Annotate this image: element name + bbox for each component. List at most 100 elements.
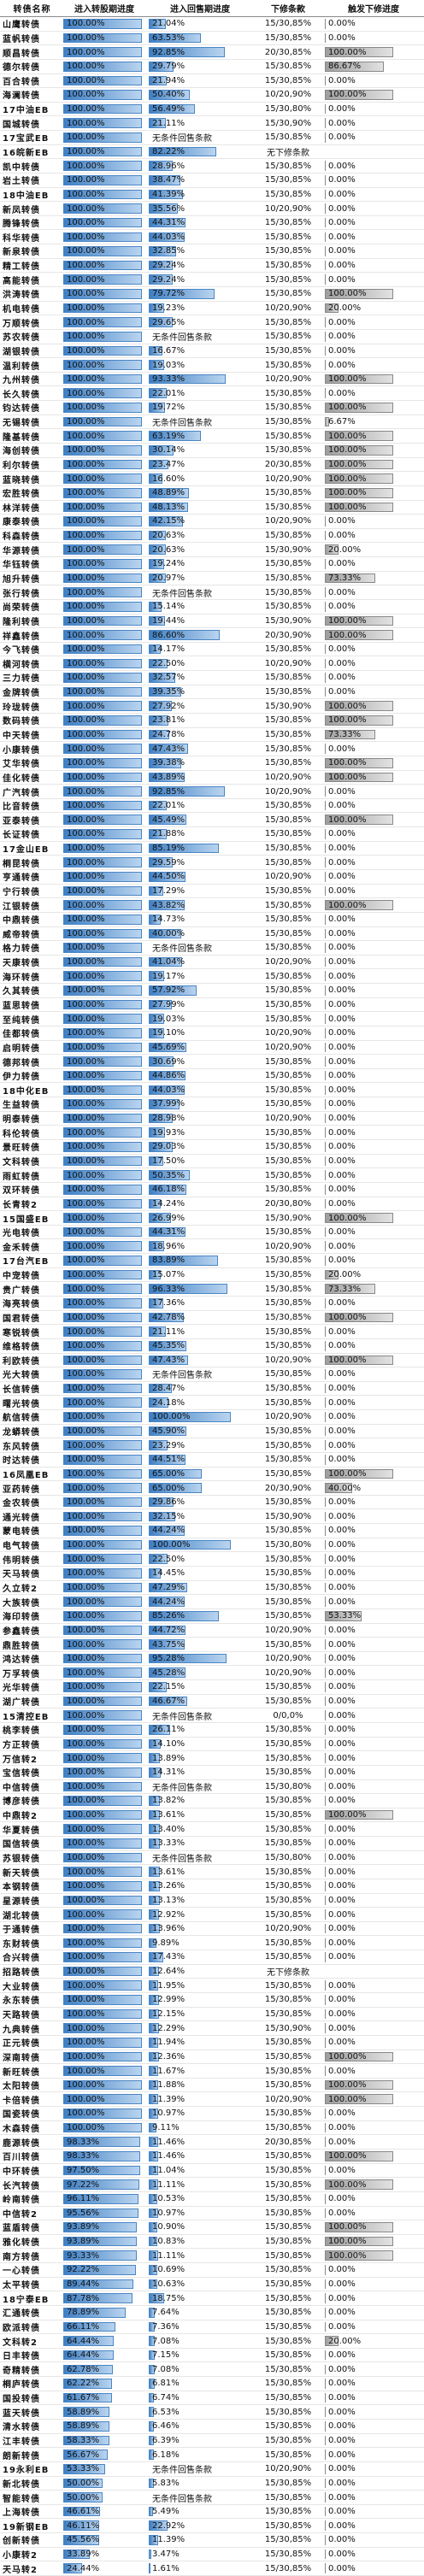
table-cell: 100.00% xyxy=(62,572,147,585)
cell-text: 29.03% xyxy=(152,1142,186,1152)
cell-text: 0.00% xyxy=(328,19,356,29)
cell-text: 24.18% xyxy=(152,1397,186,1408)
progress-bar xyxy=(149,487,189,498)
table-cell: 100.00% xyxy=(323,898,424,912)
table-cell: 15/30,85% xyxy=(253,2121,323,2135)
cell-text: 100.00% xyxy=(328,1312,367,1322)
cell-text: 100.00% xyxy=(67,62,105,72)
progress-bar xyxy=(63,1383,142,1394)
table-cell: 横河转债 xyxy=(0,657,62,671)
table-cell: 15/30,85% xyxy=(253,898,323,912)
table-cell: 64.44% xyxy=(62,2349,147,2362)
cell-text: 100.00% xyxy=(328,289,367,299)
table-row: 国城转债 100.00% 21.11% 15/30,90% 0.00% xyxy=(0,116,424,132)
table-cell: 32.85% xyxy=(147,244,253,258)
cell-text: 0.00% xyxy=(328,1697,356,1707)
cell-text: 参鑫转债 xyxy=(3,1626,40,1637)
cell-text: 鼎胜转债 xyxy=(3,1641,40,1651)
table-cell: 100.00% xyxy=(62,600,147,614)
table-cell: 11.11% xyxy=(147,2178,253,2191)
table-cell: 100.00% xyxy=(62,358,147,372)
progress-bar xyxy=(63,2506,100,2517)
progress-bar xyxy=(325,715,393,726)
table-cell: 17中油EB xyxy=(0,103,62,116)
table-cell: 日丰转债 xyxy=(0,2349,62,2362)
progress-bar xyxy=(149,2321,156,2332)
cell-text: 太阳转债 xyxy=(3,2082,40,2092)
progress-bar xyxy=(149,174,180,185)
cell-text: 15/30,85% xyxy=(264,1796,312,1806)
cell-text: 15/30,85% xyxy=(264,2208,312,2218)
table-cell: 100.00% xyxy=(62,2092,147,2106)
table-cell: 100.00% xyxy=(323,501,424,515)
cell-text: 43.89% xyxy=(152,772,186,782)
progress-bar xyxy=(149,1326,167,1337)
cell-text: 19.24% xyxy=(152,559,186,569)
table-cell: 22.92% xyxy=(147,2519,253,2532)
progress-bar xyxy=(63,1213,142,1223)
table-row: 18中油EB 100.00% 41.39% 15/30,85% 0.00% xyxy=(0,188,424,203)
table-cell: 至纯转债 xyxy=(0,1012,62,1026)
table-cell: 0.00% xyxy=(323,2207,424,2220)
progress-bar xyxy=(63,772,142,783)
progress-bar xyxy=(63,2222,138,2232)
cell-text: 16皖新EB xyxy=(3,149,50,158)
cell-text: 12.64% xyxy=(152,1967,186,1977)
table-cell: 22.15% xyxy=(147,1680,253,1694)
table-cell: 97.50% xyxy=(62,2164,147,2178)
cell-text: 15/30,85% xyxy=(264,1142,312,1152)
cell-text: 100.00% xyxy=(67,1838,105,1849)
cell-text: 0.00% xyxy=(328,1497,356,1508)
table-cell: 45.35% xyxy=(147,1339,253,1353)
table-cell: 博彦转债 xyxy=(0,1794,62,1808)
cell-text: 正元转债 xyxy=(3,2039,40,2050)
progress-bar xyxy=(149,2008,159,2020)
table-cell: 0.00% xyxy=(323,116,424,130)
table-cell: 100.00% xyxy=(62,1268,147,1282)
progress-bar xyxy=(149,744,188,754)
progress-bar xyxy=(63,416,142,427)
table-cell: 15/30,85% xyxy=(253,2391,323,2405)
cell-text: 100.00% xyxy=(328,431,367,441)
cell-text: 15/30,85% xyxy=(264,1697,312,1707)
table-cell: 11.94% xyxy=(147,2036,253,2050)
table-cell: 100.00% xyxy=(62,458,147,472)
progress-bar xyxy=(63,47,142,57)
table-cell: 九州转债 xyxy=(0,373,62,386)
cell-text: 15/30,85% xyxy=(264,1767,312,1778)
table-cell: 100.00% xyxy=(62,813,147,826)
table-cell: 100.00% xyxy=(323,373,424,386)
table-row: 合兴转债 100.00% 17.43% 15/30,85% 0.00% xyxy=(0,1950,424,1965)
progress-bar xyxy=(149,2506,154,2517)
cell-text: 0.00% xyxy=(328,1568,356,1579)
cell-text: 利尔转债 xyxy=(3,461,40,471)
cell-text: 0.00% xyxy=(328,2364,356,2374)
cell-text: 64.44% xyxy=(67,2350,100,2361)
table-cell: 0.00% xyxy=(323,1510,424,1524)
table-cell: 15/30,85% xyxy=(253,2491,323,2504)
progress-bar xyxy=(325,1014,326,1024)
cell-text: 98.33% xyxy=(67,2137,100,2147)
table-cell: 亨通转债 xyxy=(0,870,62,884)
table-cell: 15/30,85% xyxy=(253,1168,323,1182)
cell-text: 100.00% xyxy=(67,587,105,597)
cell-text: 41.39% xyxy=(152,189,186,199)
progress-bar xyxy=(325,203,326,214)
cell-text: 时达转债 xyxy=(3,1456,40,1467)
table-cell: 100.00% xyxy=(62,501,147,515)
cell-text: 15/30,85% xyxy=(264,2336,312,2346)
progress-bar xyxy=(325,2307,326,2318)
progress-bar xyxy=(325,928,326,939)
cell-text: 科华转债 xyxy=(3,233,40,244)
cell-text: 15/30,85% xyxy=(264,1725,312,1735)
cell-text: 明泰转债 xyxy=(3,1115,40,1126)
cell-text: 0.00% xyxy=(328,1198,356,1209)
table-cell: 海创转债 xyxy=(0,444,62,457)
cell-text: 10.97% xyxy=(152,2208,186,2218)
table-cell: 文科转2 xyxy=(0,2334,62,2348)
progress-bar xyxy=(63,2435,109,2446)
progress-bar xyxy=(325,2265,326,2275)
cell-text: 双环转债 xyxy=(3,1186,40,1197)
progress-bar xyxy=(325,843,326,854)
table-cell: 0.00% xyxy=(323,2021,424,2035)
